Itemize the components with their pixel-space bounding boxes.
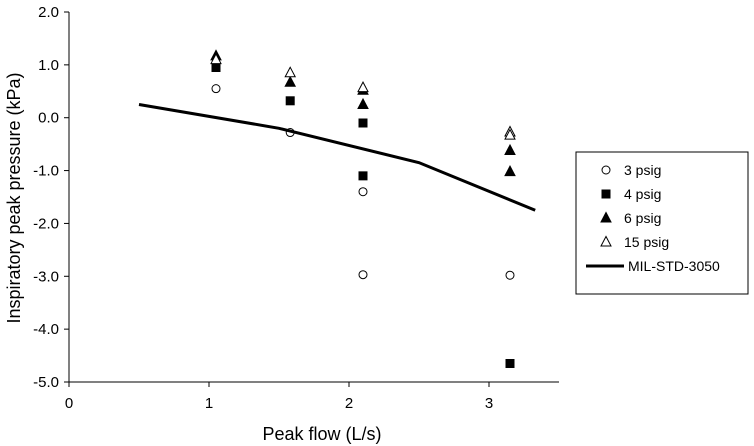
data-point-3-psig (505, 270, 515, 280)
y-tick-label: -5.0 (33, 374, 59, 391)
legend: 3 psig 4 psig 6 psig 15 psig MIL-STD-3050 (575, 151, 749, 295)
x-tick-label: 3 (485, 395, 493, 412)
data-point-15-psig (357, 81, 369, 93)
legend-label: 3 psig (624, 162, 661, 178)
legend-label: MIL-STD-3050 (628, 258, 720, 274)
data-point-4-psig (358, 118, 368, 128)
data-point-4-psig (211, 63, 221, 72)
data-point-15-psig (284, 66, 297, 78)
y-tick-label: 2.0 (38, 4, 59, 21)
data-point-6-psig (504, 143, 516, 155)
data-point-3-psig (358, 270, 368, 280)
data-point-4-psig (358, 171, 368, 181)
series-line-mil-std-3050 (138, 103, 536, 212)
legend-key-marker (601, 189, 611, 199)
legend-key-marker (600, 235, 612, 247)
data-point-15-psig (504, 128, 516, 140)
x-tick-label: 1 (205, 395, 213, 412)
x-tick-label: 2 (345, 395, 353, 412)
data-point-3-psig (358, 187, 368, 197)
x-axis-title: Peak flow (L/s) (262, 424, 381, 444)
data-point-6-psig (504, 165, 516, 177)
legend-label: 15 psig (624, 234, 669, 250)
data-point-6-psig (357, 97, 369, 109)
data-point-15-psig (210, 52, 222, 65)
plot-area: -5.0 -4.0 -3.0 -2.0 -1.0 0.0 1.0 2.0 0 1 2 3 (33, 4, 559, 412)
y-axis-title: Inspiratory peak pressure (kPa) (4, 72, 24, 323)
legend-box (575, 151, 749, 295)
legend-key-marker (601, 165, 611, 175)
y-tick-label: -4.0 (33, 321, 59, 338)
y-tick-label: -2.0 (33, 215, 59, 232)
data-point-4-psig (285, 96, 295, 106)
legend-label: 6 psig (624, 210, 661, 226)
legend-label: 4 psig (624, 186, 661, 202)
x-tick-label: 0 (65, 395, 73, 412)
data-point-6-psig (284, 75, 297, 87)
y-tick-label: -3.0 (33, 268, 59, 285)
y-tick-label: 0.0 (38, 110, 59, 127)
data-point-4-psig (505, 359, 515, 368)
y-tick-label: 1.0 (38, 57, 59, 74)
legend-key-marker (600, 211, 612, 223)
data-point-3-psig (211, 84, 221, 94)
y-tick-label: -1.0 (33, 163, 59, 180)
